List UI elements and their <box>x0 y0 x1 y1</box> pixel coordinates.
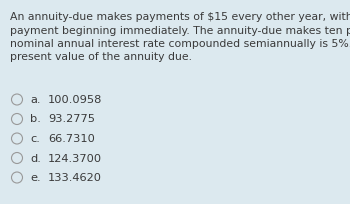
Text: c.: c. <box>30 134 40 144</box>
Text: a.: a. <box>30 95 41 105</box>
Text: An annuity-due makes payments of $15 every other year, with the first: An annuity-due makes payments of $15 eve… <box>10 12 350 22</box>
Text: 100.0958: 100.0958 <box>48 95 102 105</box>
Text: b.: b. <box>30 114 41 124</box>
Text: e.: e. <box>30 173 41 183</box>
Text: 124.3700: 124.3700 <box>48 153 102 163</box>
Text: 66.7310: 66.7310 <box>48 134 95 144</box>
Text: 133.4620: 133.4620 <box>48 173 102 183</box>
Text: 93.2775: 93.2775 <box>48 114 95 124</box>
Text: d.: d. <box>30 153 41 163</box>
Text: present value of the annuity due.: present value of the annuity due. <box>10 52 192 62</box>
Text: nominal annual interest rate compounded semiannually is 5%. Calculate the: nominal annual interest rate compounded … <box>10 39 350 49</box>
Text: payment beginning immediately. The annuity-due makes ten payments. The: payment beginning immediately. The annui… <box>10 26 350 35</box>
